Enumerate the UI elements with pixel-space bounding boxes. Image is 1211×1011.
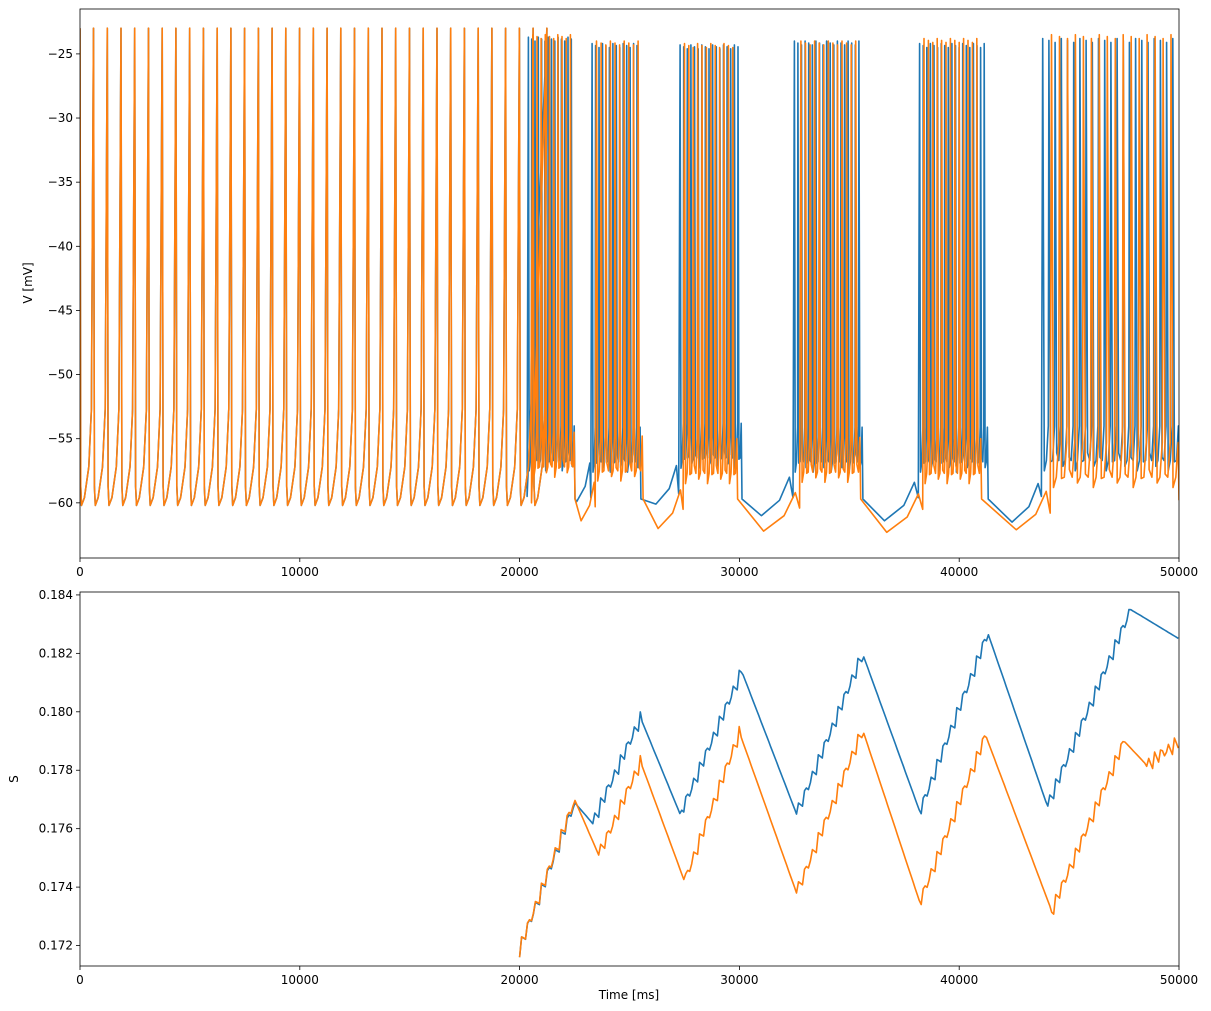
x-tick-label: 40000 bbox=[940, 565, 978, 579]
x-tick-label: 30000 bbox=[720, 973, 758, 987]
series-1-line bbox=[518, 608, 1179, 958]
voltage-traces bbox=[80, 27, 1179, 534]
x-axis-label: Time [ms] bbox=[598, 988, 660, 1002]
y-tick-label: −45 bbox=[48, 303, 73, 317]
y-tick-label: −30 bbox=[48, 111, 73, 125]
y-tick-label: 0.182 bbox=[39, 646, 73, 660]
y-tick-label: −40 bbox=[48, 239, 73, 253]
y-tick-label: 0.176 bbox=[39, 822, 73, 836]
x-tick-label: 0 bbox=[76, 565, 84, 579]
y-tick-label: −60 bbox=[48, 496, 73, 510]
y-tick-label: −50 bbox=[48, 368, 73, 382]
s-x-ticks: 0 10000 20000 30000 40000 50000 bbox=[76, 966, 1198, 987]
x-tick-label: 50000 bbox=[1160, 565, 1198, 579]
series-2-line bbox=[518, 725, 1179, 958]
x-tick-label: 10000 bbox=[281, 973, 319, 987]
y-tick-label: 0.174 bbox=[39, 880, 73, 894]
y-tick-label: 0.184 bbox=[39, 588, 73, 602]
x-tick-label: 20000 bbox=[501, 565, 539, 579]
s-y-ticks: 0.172 0.174 0.176 0.178 0.180 0.182 0.184 bbox=[39, 588, 80, 953]
y-tick-label: 0.180 bbox=[39, 705, 73, 719]
voltage-panel: 0 10000 20000 30000 40000 50000 −60−55−50−45−… bbox=[21, 8, 1198, 579]
x-tick-label: 20000 bbox=[501, 973, 539, 987]
voltage-axes-frame bbox=[79, 8, 1180, 559]
x-tick-label: 0 bbox=[76, 973, 84, 987]
x-tick-label: 40000 bbox=[940, 973, 978, 987]
x-tick-label: 50000 bbox=[1160, 973, 1198, 987]
series-2-line bbox=[80, 27, 1179, 534]
y-tick-label: −25 bbox=[48, 47, 73, 61]
y-tick-label: −55 bbox=[48, 432, 73, 446]
y-tick-label: 0.172 bbox=[39, 939, 73, 953]
y-tick-label: 0.178 bbox=[39, 763, 73, 777]
y-tick-label: −35 bbox=[48, 175, 73, 189]
s-traces bbox=[518, 608, 1179, 958]
s-y-axis-label: S bbox=[7, 775, 21, 783]
x-tick-label: 30000 bbox=[720, 565, 758, 579]
s-axes-frame bbox=[79, 591, 1180, 967]
voltage-y-ticks: −60 −55 −50 −45 −40 −35 −30 −25 bbox=[48, 47, 80, 510]
voltage-y-axis-label: V [mV] bbox=[21, 262, 35, 303]
voltage-x-ticks: 0 10000 20000 30000 40000 50000 bbox=[76, 558, 1198, 579]
s-panel: 0 10000 20000 30000 40000 50000 0.1720.1740.1… bbox=[7, 588, 1198, 1002]
x-tick-label: 10000 bbox=[281, 565, 319, 579]
